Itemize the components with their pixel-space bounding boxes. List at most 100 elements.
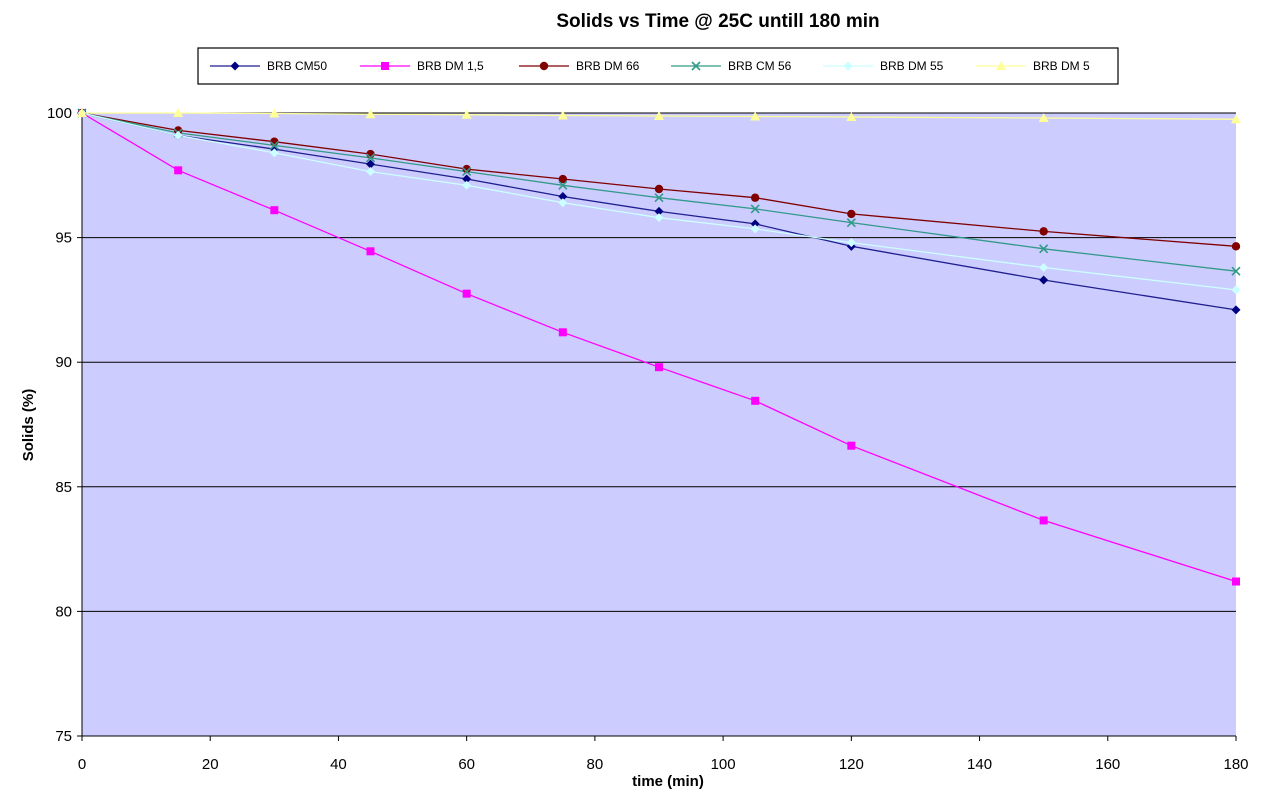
data-point-brb-dm-5	[77, 108, 87, 117]
x-tick-label: 60	[458, 756, 475, 773]
legend-label: BRB CM50	[267, 59, 327, 73]
data-point-brb-dm-1-5	[174, 166, 183, 175]
x-axis-title: time (min)	[632, 773, 704, 790]
data-point-brb-dm-55	[846, 238, 856, 248]
legend-item-brb-dm-55: BRB DM 55	[823, 59, 944, 73]
x-tick-label: 100	[711, 756, 736, 773]
legend-label: BRB DM 55	[880, 59, 944, 73]
data-point-brb-cm-56	[654, 193, 664, 203]
data-point-brb-dm-5	[269, 108, 280, 118]
data-point-brb-dm-66	[1039, 227, 1048, 236]
x-tick-label: 80	[587, 756, 604, 773]
legend-marker	[843, 61, 853, 71]
data-point-brb-dm-55	[173, 130, 183, 140]
legend-label: BRB CM 56	[728, 59, 792, 73]
y-tick-label: 75	[55, 728, 72, 745]
data-point-brb-cm-56	[1039, 244, 1049, 254]
data-point-brb-dm-66	[750, 193, 760, 202]
data-point-brb-cm50	[1039, 275, 1049, 285]
legend-label: BRB DM 1,5	[417, 59, 484, 73]
data-point-brb-cm50	[366, 159, 375, 169]
x-tick-label: 40	[330, 756, 347, 773]
y-tick-label: 85	[55, 479, 72, 496]
legend-item-brb-cm-56: BRB CM 56	[671, 59, 792, 73]
data-point-brb-cm50	[1231, 305, 1241, 315]
legend-label: BRB DM 66	[576, 59, 640, 73]
data-point-brb-dm-66	[462, 164, 471, 174]
y-tick-label: 80	[55, 603, 72, 620]
data-point-brb-dm-5	[461, 109, 472, 119]
legend-marker	[691, 61, 701, 71]
data-point-brb-cm-56	[750, 204, 760, 214]
data-point-brb-dm-1-5	[366, 247, 375, 256]
data-point-brb-dm-1-5	[270, 206, 279, 215]
data-point-brb-dm-1-5	[1039, 516, 1048, 525]
x-tick-label: 20	[202, 756, 219, 773]
data-point-brb-dm-55	[1039, 263, 1049, 273]
data-point-brb-cm-56	[1231, 266, 1241, 276]
data-point-brb-dm-55	[462, 180, 472, 190]
data-point-brb-dm-5	[557, 110, 568, 120]
data-point-brb-dm-1-5	[655, 363, 663, 372]
data-point-brb-dm-5	[365, 109, 376, 119]
data-point-brb-dm-1-5	[751, 396, 760, 405]
chart-title: Solids vs Time @ 25C untill 180 min	[556, 11, 879, 32]
data-point-brb-dm-66	[847, 209, 856, 219]
data-point-brb-dm-66	[1231, 242, 1241, 251]
data-point-brb-cm50	[750, 219, 760, 229]
legend-label: BRB DM 5	[1033, 59, 1090, 73]
data-point-brb-dm-55	[269, 148, 279, 158]
legend-item-brb-dm-5: BRB DM 5	[976, 59, 1090, 73]
x-tick-label: 180	[1223, 756, 1248, 773]
data-point-brb-dm-5	[173, 108, 184, 117]
data-point-brb-dm-55	[654, 213, 664, 223]
y-tick-label: 100	[47, 105, 72, 122]
legend-marker	[381, 62, 389, 70]
x-tick-labels: 0 20 40 60 80 100 120 140 160 180	[78, 756, 1249, 773]
data-point-brb-cm50	[654, 206, 664, 216]
legend-marker	[539, 61, 549, 71]
plot-area	[82, 113, 1236, 736]
legend: BRB CM50 BRB DM 1,5 BRB DM 66 BRB CM 56 BRB …	[197, 47, 1119, 85]
y-tick-labels: 75 80 85 90 95 100	[47, 105, 72, 745]
x-tick-label: 0	[78, 756, 86, 773]
legend-marker	[230, 61, 240, 71]
data-point-brb-dm-66	[173, 126, 183, 135]
data-point-brb-cm-56	[269, 140, 279, 150]
series-markers	[77, 108, 1241, 586]
data-point-brb-cm50	[558, 191, 568, 201]
data-point-brb-dm-5	[846, 111, 857, 121]
data-point-brb-cm-56	[846, 218, 856, 228]
data-point-brb-cm-56	[462, 166, 472, 177]
data-point-brb-dm-55	[366, 167, 375, 177]
y-axis-title: Solids (%)	[20, 389, 37, 462]
data-point-brb-dm-1-5	[462, 289, 471, 298]
data-point-brb-dm-55	[750, 224, 760, 234]
y-tick-label: 90	[55, 354, 72, 371]
data-point-brb-dm-66	[654, 184, 664, 194]
data-point-brb-dm-5	[750, 111, 761, 121]
legend-items: BRB CM50 BRB DM 1,5 BRB DM 66 BRB CM 56 BRB …	[210, 59, 1090, 73]
legend-box	[197, 47, 1119, 85]
legend-item-brb-dm-66: BRB DM 66	[519, 59, 640, 73]
y-tick-label: 95	[55, 230, 72, 247]
data-point-brb-dm-55	[558, 198, 568, 208]
data-point-brb-cm-56	[365, 153, 376, 163]
x-tick-label: 140	[967, 756, 992, 773]
data-point-brb-dm-5	[654, 110, 664, 120]
legend-item-brb-dm-1-5: BRB DM 1,5	[360, 59, 484, 73]
data-point-brb-cm-56	[558, 180, 568, 190]
data-point-brb-dm-55	[1231, 285, 1241, 295]
data-point-brb-dm-1-5	[558, 328, 567, 337]
data-point-brb-dm-1-5	[1232, 577, 1240, 586]
x-tick-label: 120	[839, 756, 864, 773]
x-tick-label: 160	[1095, 756, 1120, 773]
legend-marker	[996, 61, 1006, 70]
data-point-brb-dm-5	[1038, 112, 1049, 122]
data-point-brb-cm50	[462, 174, 472, 184]
legend-item-brb-cm50: BRB CM50	[210, 59, 327, 73]
data-point-brb-dm-1-5	[847, 441, 856, 450]
data-point-brb-dm-66	[558, 174, 568, 184]
data-point-brb-dm-5	[1231, 114, 1241, 124]
